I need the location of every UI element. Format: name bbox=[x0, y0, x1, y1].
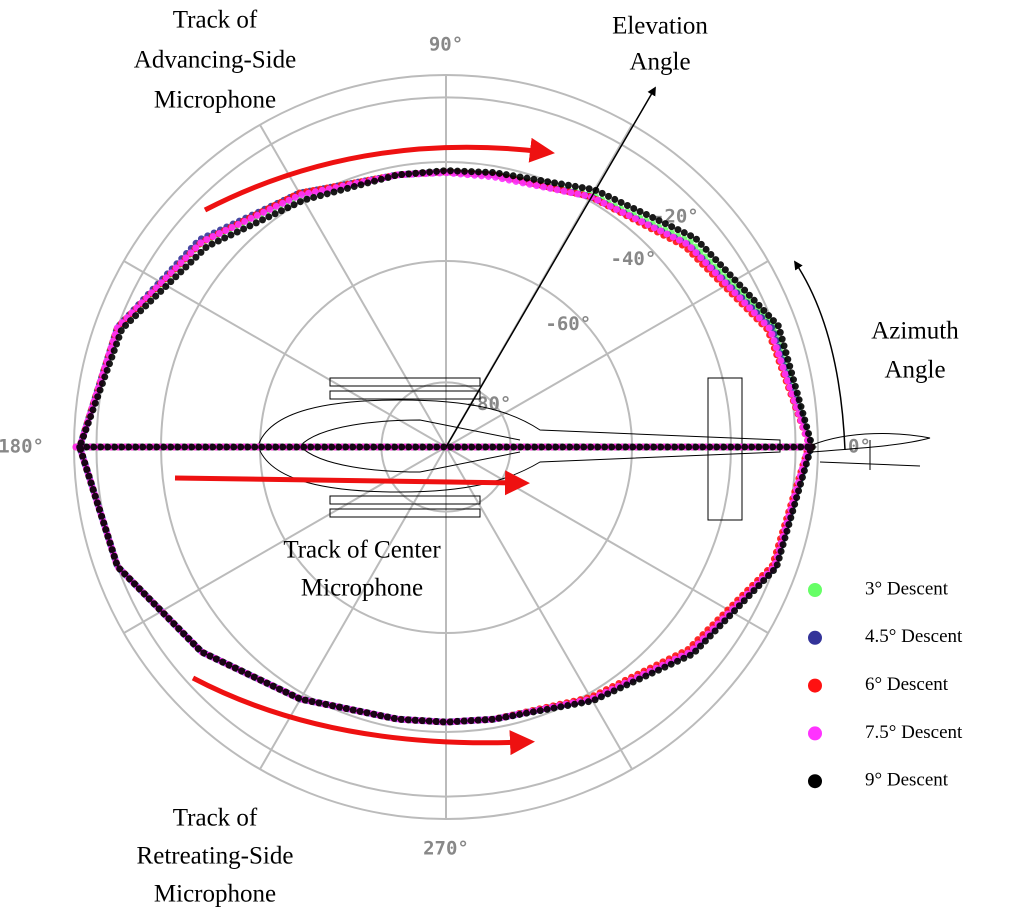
legend-marker bbox=[808, 678, 822, 693]
spoke bbox=[445, 260, 769, 448]
annotation: Microphone bbox=[154, 87, 276, 114]
legend-label: 3° Descent bbox=[865, 578, 949, 599]
legend-marker bbox=[808, 774, 822, 789]
annotation: Elevation bbox=[612, 13, 708, 40]
annotation: Microphone bbox=[301, 575, 423, 602]
ring-label: -40° bbox=[611, 248, 657, 270]
azimuth-label: 270° bbox=[423, 838, 469, 860]
annotation: Advancing-Side bbox=[134, 47, 296, 74]
ring-label: -60° bbox=[545, 313, 591, 335]
annotations: Track of Advancing-Side Microphone Elevatio… bbox=[134, 7, 959, 908]
ring-label: -80° bbox=[466, 393, 512, 415]
annotation: Azimuth bbox=[871, 318, 959, 345]
spoke bbox=[445, 446, 633, 770]
legend-marker bbox=[808, 726, 822, 741]
legend-label: 9° Descent bbox=[865, 770, 949, 791]
spoke bbox=[445, 446, 769, 634]
spoke bbox=[259, 124, 447, 448]
legend-marker bbox=[808, 583, 822, 597]
legend: 3° Descent 4.5° Descent 6° Descent 7.5° Des… bbox=[808, 578, 963, 791]
annotation: Angle bbox=[884, 357, 945, 384]
legend-label: 7.5° Descent bbox=[865, 722, 963, 743]
azimuth-label: 90° bbox=[429, 34, 463, 56]
annotation: Track of bbox=[173, 805, 258, 832]
annotation: Track of bbox=[173, 7, 258, 34]
tracks bbox=[72, 167, 816, 726]
azimuth-label: 180° bbox=[0, 436, 44, 458]
annotation: Track of Center bbox=[283, 537, 441, 564]
annotation: Microphone bbox=[154, 881, 276, 908]
legend-label: 4.5° Descent bbox=[865, 626, 963, 647]
arrows bbox=[174, 86, 846, 756]
legend-label: 6° Descent bbox=[865, 674, 949, 695]
annotation: Retreating-Side bbox=[137, 843, 294, 870]
spoke bbox=[123, 260, 447, 448]
legend-marker bbox=[808, 630, 822, 645]
spoke bbox=[123, 446, 447, 634]
annotation: Angle bbox=[629, 49, 690, 76]
azimuth-label: 0° bbox=[848, 436, 871, 458]
